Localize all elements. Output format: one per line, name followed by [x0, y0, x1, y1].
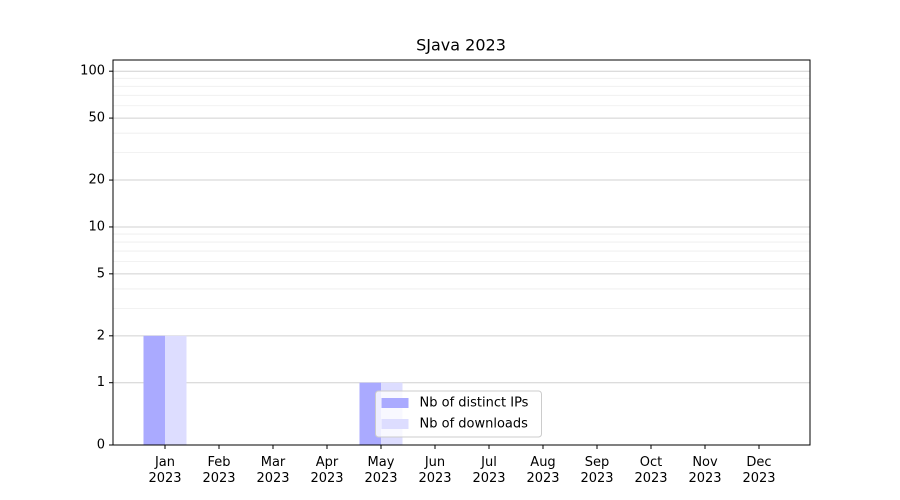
x-tick-label: Jun 2023	[418, 455, 451, 486]
legend-swatch	[381, 398, 409, 408]
x-tick-label: Apr 2023	[310, 455, 343, 486]
x-tick-label: Jul 2023	[472, 455, 505, 486]
x-tick-label: Dec 2023	[742, 455, 775, 486]
x-tick-label: Jan 2023	[148, 455, 181, 486]
y-tick-label: 2	[97, 328, 105, 343]
x-tick-label: Nov 2023	[688, 455, 721, 486]
legend-swatch	[381, 419, 409, 429]
x-tick-label: Aug 2023	[526, 455, 559, 486]
chart-title: SJava 2023	[416, 36, 506, 55]
x-tick-label: Feb 2023	[202, 455, 235, 486]
y-tick-label: 10	[88, 219, 105, 234]
plot-frame	[112, 59, 811, 446]
legend-label: Nb of distinct IPs	[420, 396, 529, 411]
x-tick-label: Sep 2023	[580, 455, 613, 486]
y-tick-label: 1	[97, 375, 105, 390]
y-tick-label: 0	[97, 438, 105, 453]
x-tick-label: May 2023	[364, 455, 397, 486]
bar	[165, 335, 187, 445]
legend-box	[375, 390, 542, 438]
x-tick-label: Oct 2023	[634, 455, 667, 486]
y-tick-label: 100	[80, 64, 105, 79]
bar	[143, 335, 165, 445]
x-tick-label: Mar 2023	[256, 455, 289, 486]
legend-label: Nb of downloads	[420, 417, 529, 432]
y-tick-label: 20	[88, 173, 105, 188]
y-tick-label: 50	[88, 111, 105, 126]
y-tick-label: 5	[97, 266, 105, 281]
